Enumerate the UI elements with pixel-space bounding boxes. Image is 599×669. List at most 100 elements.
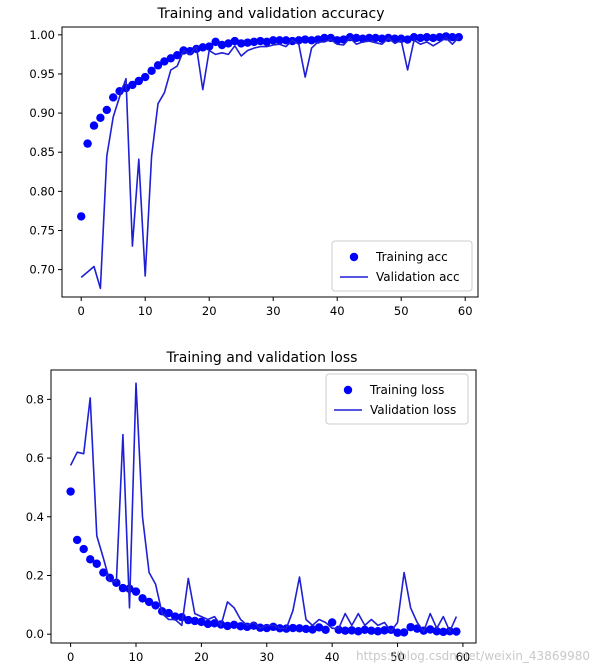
accuracy-training-point — [77, 212, 86, 221]
loss-training-point — [236, 622, 245, 631]
accuracy-training-point — [147, 66, 156, 76]
loss-training-point — [66, 487, 75, 496]
loss-training-point — [399, 628, 409, 637]
accuracy-training-point — [224, 39, 233, 48]
loss-legend-training-marker — [343, 385, 353, 395]
accuracy-ytick-label: 0.70 — [29, 263, 55, 277]
accuracy-training-point — [141, 72, 150, 82]
loss-training-point — [452, 627, 461, 636]
loss-training-point — [406, 622, 415, 632]
loss-training-point — [79, 544, 88, 554]
accuracy-chart-title: Training and validation accuracy — [156, 6, 384, 22]
accuracy-training-point — [243, 38, 252, 47]
loss-training-point — [393, 628, 402, 637]
accuracy-training-point — [89, 121, 99, 130]
loss-training-point — [118, 583, 128, 593]
accuracy-training-point — [237, 39, 246, 48]
accuracy-training-point — [377, 34, 387, 43]
loss-training-point — [184, 615, 193, 625]
loss-training-point — [138, 594, 147, 603]
loss-validation-line — [69, 382, 458, 633]
accuracy-training-point — [269, 36, 278, 45]
accuracy-training-point — [416, 33, 425, 43]
accuracy-legend-training-label: Training acc — [375, 250, 448, 264]
loss-training-point — [210, 619, 219, 628]
accuracy-training-point — [320, 33, 329, 43]
accuracy-ytick-label: 0.75 — [29, 223, 55, 237]
accuracy-xtick-label: 30 — [266, 304, 281, 318]
loss-legend-validation-label: Validation loss — [370, 403, 456, 417]
accuracy-training-point — [403, 35, 412, 44]
loss-training-point — [164, 608, 173, 618]
loss-ytick-label: 0.2 — [26, 568, 44, 582]
accuracy-training-point — [301, 35, 310, 44]
loss-ytick-label: 0.0 — [26, 627, 44, 641]
loss-training-point — [373, 627, 383, 636]
accuracy-training-point — [435, 32, 444, 42]
loss-training-point — [223, 621, 232, 631]
accuracy-training-point — [128, 80, 137, 90]
accuracy-training-point — [429, 33, 438, 43]
accuracy-ytick-label: 0.80 — [29, 184, 55, 198]
loss-xtick-label: 40 — [325, 650, 340, 664]
loss-training-point — [92, 559, 101, 568]
accuracy-training-point — [365, 33, 374, 43]
accuracy-legend-training-marker — [349, 252, 359, 262]
loss-training-point — [327, 618, 337, 627]
loss-training-point — [295, 624, 304, 633]
loss-xtick-label: 60 — [456, 650, 471, 664]
loss-training-point — [197, 617, 206, 627]
loss-ytick-label: 0.8 — [26, 392, 44, 406]
loss-training-point — [360, 625, 370, 634]
loss-training-point — [308, 625, 317, 634]
accuracy-training-point — [281, 36, 291, 45]
loss-training-point — [321, 625, 330, 634]
accuracy-validation-line — [80, 36, 460, 290]
accuracy-training-point — [422, 32, 431, 42]
loss-chart: Training and validation loss 0 10 20 30 40 50… — [26, 350, 477, 664]
loss-training-point — [341, 626, 350, 635]
loss-training-point — [347, 626, 356, 635]
loss-legend-training-label: Training loss — [369, 383, 444, 397]
loss-training-point — [354, 627, 363, 636]
accuracy-chart: Training and validation accuracy 0 10 20 30… — [29, 6, 479, 318]
loss-training-point — [380, 626, 389, 635]
accuracy-xtick-label: 10 — [138, 304, 153, 318]
loss-xtick-label: 0 — [67, 650, 74, 664]
loss-training-point — [171, 612, 180, 621]
loss-training-point — [288, 623, 298, 633]
loss-plot-frame — [50, 369, 477, 644]
loss-training-point — [190, 616, 200, 626]
accuracy-xtick-label: 60 — [458, 304, 473, 318]
loss-xtick-label: 50 — [390, 650, 405, 664]
accuracy-training-point — [217, 40, 227, 50]
accuracy-training-point — [83, 139, 92, 148]
loss-xtick-label: 20 — [194, 650, 209, 664]
accuracy-training-point — [153, 61, 163, 70]
loss-xtick-label: 10 — [129, 650, 144, 664]
accuracy-training-point — [262, 37, 271, 47]
accuracy-training-point — [166, 54, 175, 63]
accuracy-training-point — [211, 37, 220, 47]
accuracy-xtick-label: 20 — [202, 304, 217, 318]
loss-ytick-label: 0.4 — [26, 510, 44, 524]
accuracy-xtick-label: 0 — [78, 304, 85, 318]
loss-chart-title: Training and validation loss — [166, 350, 358, 366]
accuracy-ytick-label: 0.90 — [29, 106, 55, 120]
accuracy-ytick-label: 0.95 — [29, 67, 55, 81]
accuracy-training-point — [134, 76, 143, 86]
loss-training-point — [144, 597, 154, 607]
loss-legend-box — [325, 373, 469, 425]
accuracy-xtick-label: 40 — [330, 304, 345, 318]
accuracy-training-point — [371, 33, 380, 43]
accuracy-training-point — [249, 37, 259, 47]
accuracy-plot-frame — [61, 26, 479, 298]
watermark: https://blog.csdn.net/weixin_43869980 — [356, 649, 590, 663]
loss-training-point — [99, 568, 108, 577]
loss-training-point — [72, 535, 82, 545]
loss-training-point — [131, 587, 141, 596]
accuracy-training-point — [256, 36, 265, 46]
accuracy-training-point — [230, 36, 239, 46]
accuracy-training-point — [307, 36, 316, 45]
accuracy-training-point — [409, 32, 419, 42]
